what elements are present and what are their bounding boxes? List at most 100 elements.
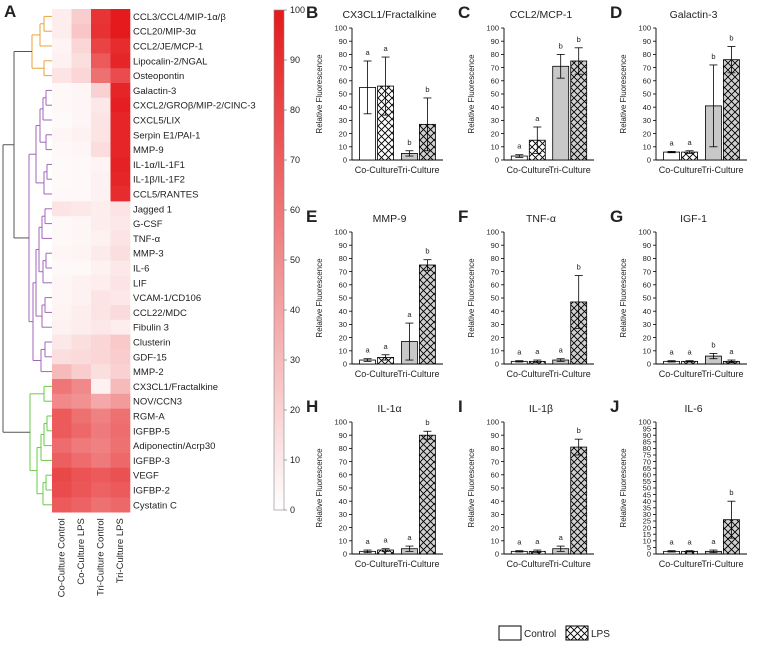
heatmap-cell [52, 216, 72, 232]
heatmap-cell [91, 364, 111, 380]
bar-lps [723, 59, 740, 161]
bar-lps [570, 446, 588, 555]
y-tick-label: 90 [643, 37, 651, 46]
heatmap-cell [52, 68, 72, 84]
heatmap-row-label: IGFBP-2 [133, 486, 170, 497]
x-category-label: Tri-Culture [397, 369, 439, 379]
significance-letter: a [559, 533, 564, 542]
heatmap-cell [110, 127, 131, 143]
heatmap-cell [110, 305, 131, 321]
heatmap-cell [110, 290, 131, 306]
y-tick-label: 50 [643, 90, 651, 99]
heatmap-cell [71, 83, 92, 99]
heatmap-row-label: CXCL5/LIX [133, 116, 181, 127]
y-tick-label: 60 [643, 77, 651, 86]
x-category-label: Tri-Culture [549, 369, 591, 379]
heatmap-cell [52, 497, 72, 513]
dendrogram [2, 15, 52, 506]
heatmap-cell [110, 364, 131, 380]
significance-letter: b [577, 263, 581, 272]
y-tick-label: 20 [491, 129, 499, 138]
heatmap-cell [110, 334, 131, 350]
y-tick-label: 70 [339, 63, 347, 72]
heatmap-cell [91, 231, 111, 247]
legend: Control LPS [498, 625, 610, 641]
x-category-label: Tri-Culture [397, 165, 439, 175]
y-tick-label: 100 [334, 228, 347, 237]
heatmap-row-label: IGFBP-3 [133, 456, 170, 467]
x-category-label: Co-Culture [507, 559, 551, 569]
significance-letter: a [669, 348, 674, 357]
y-tick-label: 90 [491, 37, 499, 46]
significance-letter: a [407, 310, 412, 319]
bar-lps [570, 60, 588, 161]
heatmap-cell [52, 38, 72, 54]
y-tick-label: 80 [339, 254, 347, 263]
heatmap-cell [52, 408, 72, 424]
y-tick-label: 100 [334, 24, 347, 33]
heatmap-cell [71, 423, 92, 439]
heatmap-cell [52, 245, 72, 261]
y-tick-label: 30 [643, 510, 651, 519]
heatmap-cell [110, 186, 131, 202]
heatmap-cell [91, 319, 111, 335]
y-tick-label: 25 [643, 517, 651, 526]
y-axis-label: Relative Fluorescence [467, 54, 476, 134]
colorbar-tick-label: 90 [290, 55, 300, 65]
significance-letter: a [729, 347, 734, 356]
heatmap-cell [91, 393, 111, 409]
y-axis-label: Relative Fluorescence [467, 448, 476, 528]
colorbar-tick-label: 40 [290, 305, 300, 315]
heatmap-colorbar: 0 10 20 30 40 50 60 70 80 90 100 [273, 5, 305, 515]
colorbar-tick-label: 60 [290, 205, 300, 215]
x-category-label: Co-Culture [355, 559, 399, 569]
heatmap-cell [52, 305, 72, 321]
heatmap-cell [110, 438, 131, 454]
heatmap-cell [91, 68, 111, 84]
heatmap-cell [110, 171, 131, 187]
panel-title: MMP-9 [373, 213, 407, 225]
heatmap-cell [91, 275, 111, 291]
heatmap-cell [52, 438, 72, 454]
heatmap-cell [91, 438, 111, 454]
y-tick-label: 40 [491, 103, 499, 112]
y-tick-label: 40 [339, 307, 347, 316]
y-tick-label: 50 [339, 294, 347, 303]
y-tick-label: 70 [643, 63, 651, 72]
y-tick-label: 60 [339, 281, 347, 290]
significance-letter: a [711, 537, 716, 546]
x-category-label: Co-Culture [355, 369, 399, 379]
heatmap-row-label: MMP-3 [133, 249, 164, 260]
y-tick-label: 30 [491, 510, 499, 519]
heatmap-cell [71, 201, 92, 217]
y-tick-label: 30 [491, 116, 499, 125]
heatmap-cell [110, 23, 131, 39]
heatmap-cell [91, 186, 111, 202]
y-tick-label: 10 [491, 347, 499, 356]
y-tick-label: 90 [339, 431, 347, 440]
heatmap-cell [110, 453, 131, 469]
heatmap-row-label: Lipocalin-2/NGAL [133, 56, 207, 67]
y-tick-label: 80 [491, 50, 499, 59]
heatmap-cell [110, 231, 131, 247]
significance-letter: a [365, 537, 370, 546]
y-tick-label: 100 [486, 24, 499, 33]
y-tick-label: 55 [643, 477, 651, 486]
heatmap-cell [71, 97, 92, 113]
panel-letter: G [610, 207, 623, 226]
y-tick-label: 100 [486, 228, 499, 237]
colorbar-tick-label: 0 [290, 505, 295, 515]
heatmap-cell [52, 142, 72, 158]
y-tick-label: 0 [343, 550, 347, 559]
heatmap-cell [71, 379, 92, 395]
colorbar-tick-label: 50 [290, 255, 300, 265]
y-tick-label: 50 [643, 294, 651, 303]
heatmap-cell [91, 53, 111, 69]
heatmap-cell [91, 423, 111, 439]
heatmap-cell [110, 201, 131, 217]
significance-letter: b [711, 52, 715, 61]
y-tick-label: 90 [491, 431, 499, 440]
bar-panel-d: D Galactin-3 0 10 20 30 40 50 60 70 80 90 100 Relativ… [610, 3, 747, 175]
colorbar-tick-label: 100 [290, 5, 305, 15]
heatmap-cell [110, 9, 131, 25]
